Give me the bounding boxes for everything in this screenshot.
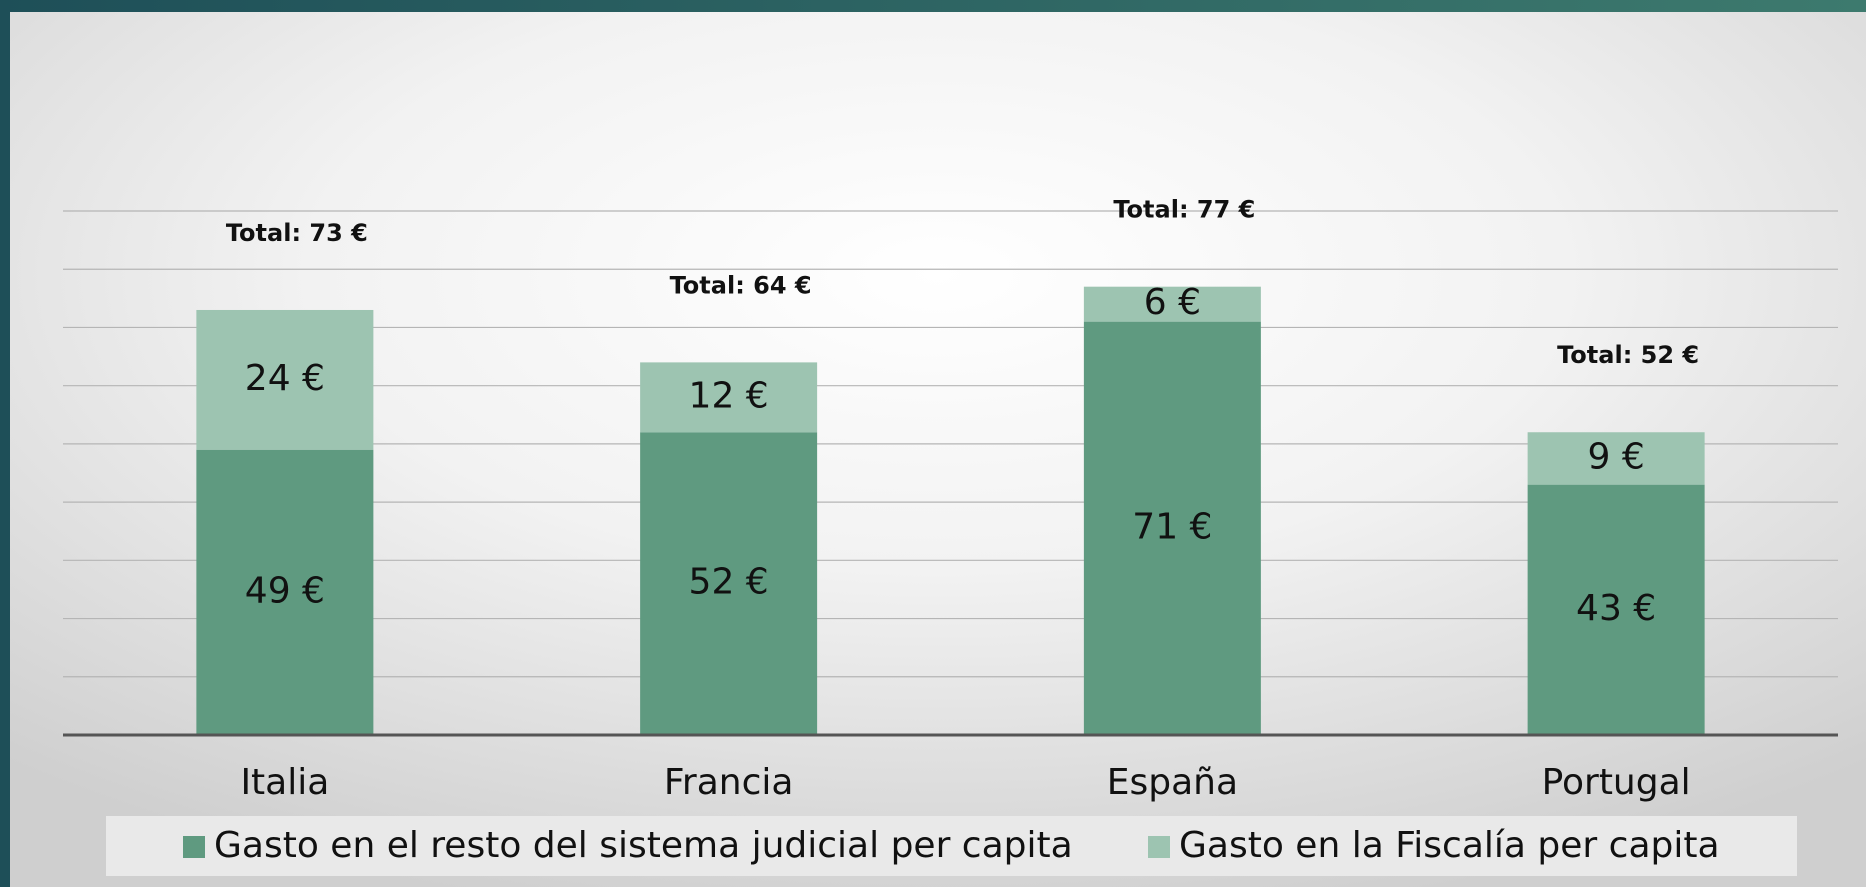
data-label: 71 € bbox=[1132, 506, 1212, 547]
bar-segment bbox=[196, 449, 374, 735]
total-label: Total: 52 € bbox=[1557, 341, 1699, 369]
x-tick-label: España bbox=[1107, 762, 1238, 803]
data-label: 9 € bbox=[1587, 436, 1644, 477]
data-label: 52 € bbox=[689, 562, 769, 603]
total-label: Total: 77 € bbox=[1113, 196, 1255, 224]
total-label: Total: 73 € bbox=[226, 219, 368, 247]
total-label: Total: 64 € bbox=[670, 271, 812, 299]
legend-label: Gasto en la Fiscalía per capita bbox=[1179, 825, 1720, 866]
bar-segment bbox=[1083, 321, 1261, 735]
data-label: 24 € bbox=[245, 358, 325, 399]
data-label: 12 € bbox=[689, 375, 769, 416]
bar-segment bbox=[640, 432, 818, 735]
x-tick-label: Italia bbox=[240, 762, 329, 803]
legend-swatch bbox=[1148, 836, 1170, 858]
bar-segment bbox=[196, 309, 374, 450]
bar-segment bbox=[1527, 484, 1705, 735]
bar-segment bbox=[1527, 432, 1705, 485]
data-label: 6 € bbox=[1144, 282, 1201, 323]
legend-box bbox=[106, 816, 1797, 876]
x-tick-label: Francia bbox=[664, 762, 794, 803]
bar-segment bbox=[1083, 286, 1261, 322]
data-label: 43 € bbox=[1576, 588, 1656, 629]
data-label: 49 € bbox=[245, 570, 325, 611]
bar-segment bbox=[640, 362, 818, 433]
legend-label: Gasto en el resto del sistema judicial p… bbox=[214, 825, 1073, 866]
x-tick-label: Portugal bbox=[1542, 762, 1691, 803]
legend-swatch bbox=[183, 836, 205, 858]
